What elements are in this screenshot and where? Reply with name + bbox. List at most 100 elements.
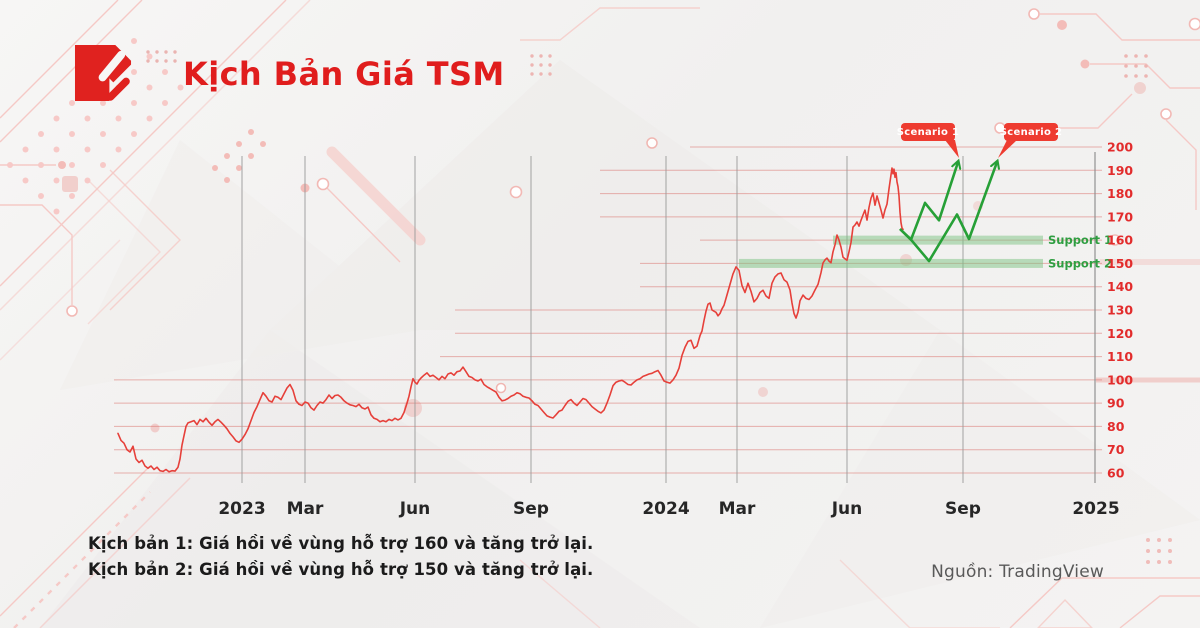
pattern-dot [548,72,552,76]
pattern-dot [1124,54,1128,58]
pattern-dot [53,115,60,122]
pattern-dot [1157,538,1161,542]
y-axis-label: 160 [1107,233,1133,248]
scenario-badge-tail [945,140,959,158]
pattern-dot [548,63,552,67]
brand-logo-icon [74,44,132,102]
pattern-dot [236,141,242,147]
pattern-dot [1124,64,1128,68]
support-zone-label: Support 1 [1048,233,1112,247]
scenario-badge-label: Scenario 1 [897,127,959,138]
pattern-dot [146,59,150,63]
y-axis-label: 180 [1107,186,1133,201]
source-credit: Nguồn: TradingView [931,562,1104,582]
page-title: Kịch Bản Giá TSM [183,54,505,93]
pattern-dot [248,153,254,159]
pattern-dot [1134,74,1138,78]
pattern-dot [164,59,168,63]
pattern-dot [1144,54,1148,58]
pattern-dot [212,165,218,171]
y-axis-label: 110 [1107,349,1133,364]
circuit-nodes [58,8,1200,433]
diagonal-bar [326,146,426,246]
scenario-badge [901,123,955,141]
pattern-dot [1134,54,1138,58]
pattern-dot [131,131,137,137]
pattern-dot [530,63,534,67]
pattern-dot [84,115,91,122]
pattern-dot [53,208,60,215]
pattern-dot [1168,560,1172,564]
pattern-dot [38,193,44,199]
footnotes: Kịch bản 1: Giá hồi về vùng hỗ trợ 160 v… [88,534,593,586]
support-zone-label: Support 2 [1048,256,1112,270]
y-axis-label: 120 [1107,326,1133,341]
y-axis-label: 150 [1107,256,1133,271]
pattern-dot [84,177,91,184]
pattern-dot [38,131,44,137]
pattern-dot [539,63,543,67]
pattern-dot [155,50,159,54]
pattern-dot [146,115,153,122]
pattern-dot [146,50,150,54]
x-axis-label: Mar [287,499,324,519]
pattern-dot [1124,74,1128,78]
pattern-dot [131,69,137,75]
pattern-dot [115,115,122,122]
header: Kịch Bản Giá TSM [72,44,505,103]
pattern-dot [236,165,242,171]
y-axis-label: 60 [1107,466,1125,481]
scenario-path [899,158,1000,263]
pattern-dot [22,177,29,184]
pattern-dot [69,162,75,168]
pattern-dot [162,100,168,106]
y-axis-label: 130 [1107,303,1133,318]
pattern-dot [530,54,534,58]
y-axis-label: 190 [1107,163,1133,178]
pattern-dot [173,59,177,63]
pattern-dot [1144,74,1148,78]
y-axis-label: 100 [1107,372,1133,387]
pattern-dot [1168,538,1172,542]
support-zone [833,235,1043,245]
pattern-dot [146,53,153,60]
pattern-dot [224,177,230,183]
pattern-dot [224,153,230,159]
pattern-dot [1157,560,1161,564]
pattern-dot [53,146,60,153]
pattern-dot [173,50,177,54]
x-axis-label: 2025 [1072,499,1119,519]
pattern-dot [177,84,184,91]
support-zone [739,258,1043,268]
pattern-dot [100,162,106,168]
pattern-dot [22,146,29,153]
pattern-dot [260,141,266,147]
x-axis-label: Mar [719,499,756,519]
pattern-dot [115,146,122,153]
pattern-dot [539,72,543,76]
pattern-dot [1168,549,1172,553]
y-axis-label: 80 [1107,419,1125,434]
pattern-dot [1157,549,1161,553]
y-axis-label: 140 [1107,279,1133,294]
pattern-dot [100,100,106,106]
pattern-dot [539,54,543,58]
y-axis-label: 90 [1107,396,1125,411]
x-axis-label: Sep [513,499,549,519]
x-axis-label: 2023 [218,499,265,519]
scenario-badge-tail [998,140,1017,158]
pattern-dot [164,50,168,54]
pattern-dot [69,193,75,199]
pattern-dot [530,72,534,76]
pattern-dot [7,162,13,168]
y-axis-label: 200 [1107,140,1133,155]
pattern-dot [155,59,159,63]
pattern-dot [53,177,60,184]
x-axis-label: Sep [945,499,981,519]
x-axis-label: Jun [399,499,431,519]
pattern-dot [146,84,153,91]
pattern-dot [162,69,168,75]
